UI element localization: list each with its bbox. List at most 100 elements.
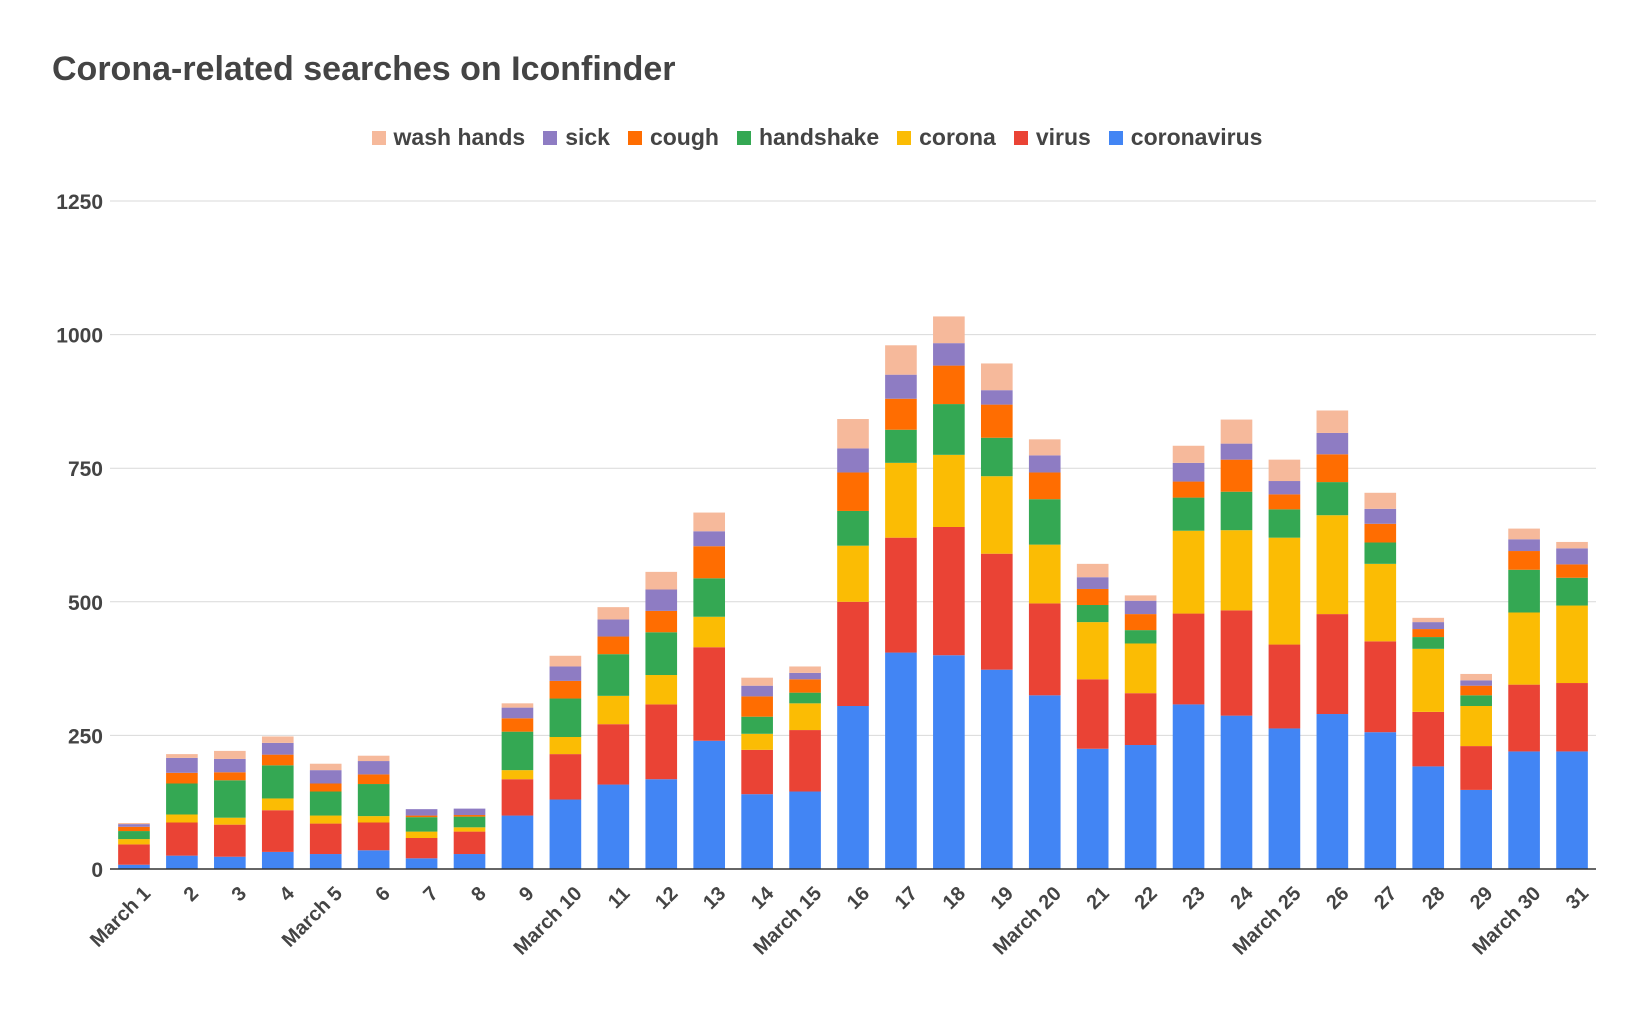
bar-segment-virus xyxy=(549,754,582,800)
bar-segment-cough xyxy=(166,772,198,784)
bar-segment-wash-hands xyxy=(118,823,150,825)
bar-segment-virus xyxy=(933,526,965,656)
bar-segment-handshake xyxy=(1220,491,1253,531)
bar-segment-cough xyxy=(261,754,294,766)
bar-segment-sick xyxy=(1124,600,1157,615)
x-tick-label: 14 xyxy=(747,882,779,914)
bar-segment-coronavirus xyxy=(693,740,726,869)
y-tick-label: 1000 xyxy=(56,325,103,348)
bar-stack xyxy=(1220,419,1253,869)
bar-segment-coronavirus xyxy=(261,851,294,869)
bar-segment-coronavirus xyxy=(1220,715,1253,869)
bar-segment-handshake xyxy=(1364,542,1397,564)
bar-stack xyxy=(645,571,678,869)
x-tick-label: 12 xyxy=(651,883,682,914)
bar-segment-virus xyxy=(1028,603,1061,696)
bar-segment-corona xyxy=(1316,515,1349,615)
bar-segment-handshake xyxy=(1508,569,1540,613)
bar-segment-corona xyxy=(645,675,678,705)
legend-item-handshake: handshake xyxy=(736,124,879,151)
bar-segment-sick xyxy=(166,757,198,773)
bar-segment-handshake xyxy=(1076,605,1109,623)
x-tick-label: 16 xyxy=(843,883,874,914)
bar-segment-cough xyxy=(1556,564,1588,578)
bar-segment-coronavirus xyxy=(1508,751,1540,869)
bar-segment-sick xyxy=(1076,577,1109,589)
bar-segment-wash-hands xyxy=(1364,492,1397,509)
x-tick-label: 19 xyxy=(987,883,1018,914)
bar-segment-virus xyxy=(309,823,342,855)
bar-segment-corona xyxy=(1124,643,1157,694)
bar-segment-wash-hands xyxy=(261,736,294,743)
bar-segment-cough xyxy=(837,472,869,511)
bar-segment-sick xyxy=(453,808,486,816)
bar-segment-cough xyxy=(214,772,246,781)
legend-item-wash-hands: wash hands xyxy=(371,124,525,151)
legend-swatch xyxy=(543,130,558,145)
bar-segment-sick xyxy=(1268,481,1301,495)
bar-segment-coronavirus xyxy=(501,815,534,869)
bar-segment-cough xyxy=(453,815,486,817)
bar-segment-corona xyxy=(1028,544,1061,604)
bar-segment-wash-hands xyxy=(1220,419,1253,444)
x-tick-label: 13 xyxy=(699,883,730,914)
bar-segment-handshake xyxy=(1460,695,1492,707)
bar-segment-sick xyxy=(933,343,965,366)
bar-segment-cough xyxy=(1364,523,1397,543)
bar-segment-corona xyxy=(549,737,582,755)
bar-stack xyxy=(405,809,438,869)
bar-segment-handshake xyxy=(980,437,1013,477)
bar-segment-cough xyxy=(549,680,582,699)
bar-segment-cough xyxy=(1076,588,1109,606)
chart-legend: wash hands sick cough handshake corona virus c… xyxy=(0,124,1634,151)
bar-segment-cough xyxy=(1268,494,1301,510)
bar-segment-handshake xyxy=(1412,637,1445,649)
bar-segment-wash-hands xyxy=(837,419,869,449)
x-tick-label: 23 xyxy=(1178,883,1209,914)
bar-segment-wash-hands xyxy=(1508,528,1540,540)
x-tick-label: 22 xyxy=(1130,883,1161,914)
bar-segment-wash-hands xyxy=(741,677,773,686)
bar-segment-cough xyxy=(1220,459,1253,492)
bar-segment-sick xyxy=(645,589,678,611)
bar-stack xyxy=(118,823,150,869)
bar-segment-handshake xyxy=(837,510,869,546)
bar-segment-coronavirus xyxy=(166,855,198,869)
bar-segment-corona xyxy=(1076,622,1109,680)
bar-stack xyxy=(1076,563,1109,869)
bar-segment-handshake xyxy=(741,716,773,734)
bar-segment-cough xyxy=(1172,481,1205,498)
bar-stack xyxy=(885,345,917,869)
bar-segment-virus xyxy=(405,838,438,859)
bar-segment-handshake xyxy=(166,783,198,815)
bar-segment-corona xyxy=(837,545,869,602)
bar-segment-corona xyxy=(1412,648,1445,712)
legend-swatch xyxy=(371,130,386,145)
bar-segment-virus xyxy=(1556,683,1588,752)
bar-segment-sick xyxy=(597,619,630,637)
bar-segment-coronavirus xyxy=(1124,745,1157,869)
bar-segment-coronavirus xyxy=(1412,766,1445,869)
bar-segment-virus xyxy=(885,537,917,653)
bar-segment-wash-hands xyxy=(693,512,726,532)
bar-segment-virus xyxy=(118,844,150,865)
bar-segment-wash-hands xyxy=(789,666,821,673)
bar-segment-cough xyxy=(1412,629,1445,638)
bar-segment-sick xyxy=(1364,508,1397,524)
bar-segment-corona xyxy=(597,695,630,725)
bar-stack xyxy=(1124,595,1157,869)
bar-segment-cough xyxy=(789,679,821,693)
bar-segment-wash-hands xyxy=(501,703,534,708)
bar-segment-coronavirus xyxy=(837,706,869,869)
bar-segment-sick xyxy=(885,374,917,399)
bar-stack xyxy=(1412,617,1445,869)
bar-segment-handshake xyxy=(214,780,246,818)
bar-segment-wash-hands xyxy=(1412,617,1445,623)
legend-swatch xyxy=(1013,130,1028,145)
bar-segment-wash-hands xyxy=(1172,445,1205,463)
legend-label: sick xyxy=(565,124,610,150)
bar-segment-virus xyxy=(693,647,726,741)
bar-segment-handshake xyxy=(1028,499,1061,545)
bar-segment-corona xyxy=(980,476,1013,554)
bar-segment-corona xyxy=(693,616,726,648)
